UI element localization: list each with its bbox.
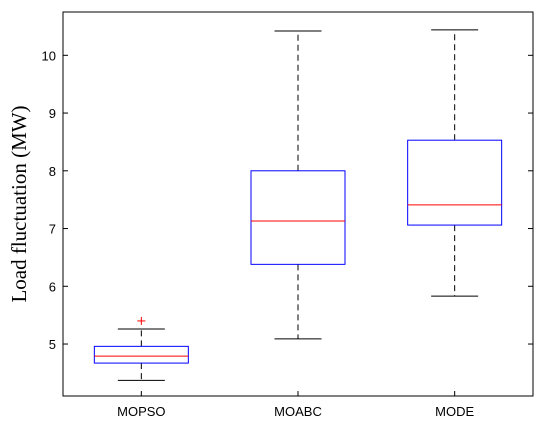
box-mopso [93,316,189,381]
x-tick-label: MOPSO [117,404,165,419]
y-tick-label: 8 [49,164,56,179]
y-tick-label: 10 [42,48,56,63]
iqr-box [407,139,503,226]
y-tick-label: 6 [49,279,56,294]
box-series [93,29,503,381]
box-moabc [250,30,346,340]
outlier-marker [137,316,146,325]
y-tick-label: 5 [49,337,56,352]
y-tick-label: 9 [49,106,56,121]
y-tick-label: 7 [49,222,56,237]
iqr-box [93,345,189,364]
x-tick-label: MODE [435,404,474,419]
x-tick-label: MOABC [274,404,322,419]
x-axis-ticks: MOPSO MOABC MODE [117,391,474,419]
box-mode [407,29,503,297]
y-axis-label: Load fluctuation (MW) [7,105,31,302]
y-axis-ticks: 5 6 7 8 9 10 [42,48,533,352]
iqr-box [250,170,346,265]
